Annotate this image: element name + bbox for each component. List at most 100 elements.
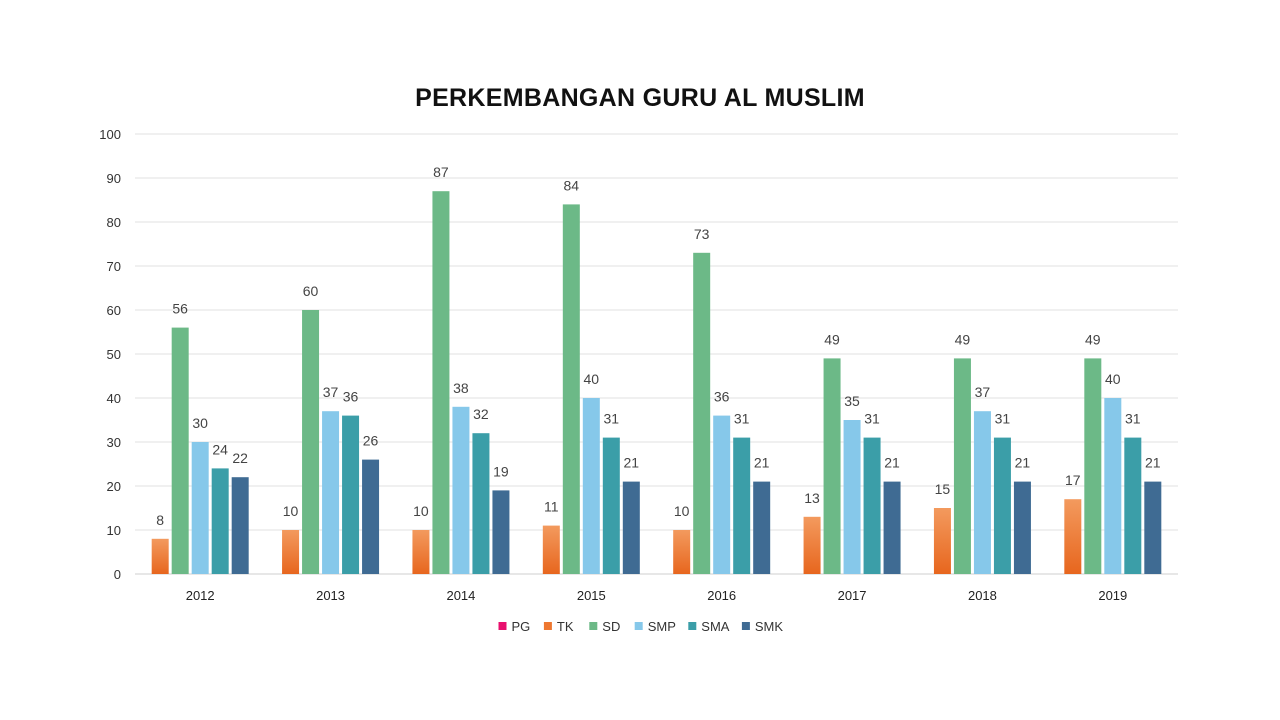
bar-smk-2017 xyxy=(883,481,901,574)
data-label-sma-2016: 31 xyxy=(734,411,750,427)
bar-smp-2016 xyxy=(713,415,731,574)
x-tick-label-2018: 2018 xyxy=(968,588,997,603)
data-label-smp-2012: 30 xyxy=(192,415,208,431)
bar-sd-2017 xyxy=(823,358,841,574)
bar-tk-2019 xyxy=(1064,499,1082,574)
bar-tk-2016 xyxy=(673,530,691,574)
bar-tk-2013 xyxy=(282,530,300,574)
data-label-smp-2017: 35 xyxy=(844,393,860,409)
x-tick-label-2013: 2013 xyxy=(316,588,345,603)
bar-tk-2017 xyxy=(803,516,821,574)
legend-swatch-smp xyxy=(634,622,643,630)
x-tick-label-2017: 2017 xyxy=(838,588,867,603)
data-label-sma-2018: 31 xyxy=(995,411,1011,427)
data-label-smk-2015: 21 xyxy=(624,455,640,471)
legend-label-tk: TK xyxy=(557,619,574,634)
bar-smk-2012 xyxy=(231,477,249,574)
data-label-sd-2012: 56 xyxy=(172,301,188,317)
bar-smp-2019 xyxy=(1104,398,1122,574)
data-label-tk-2016: 10 xyxy=(674,503,690,519)
data-label-tk-2018: 15 xyxy=(935,481,951,497)
data-label-tk-2017: 13 xyxy=(804,490,820,506)
legend-label-smp: SMP xyxy=(648,619,676,634)
y-tick-label-60: 60 xyxy=(107,303,121,318)
legend-label-smk: SMK xyxy=(755,619,784,634)
bar-sd-2019 xyxy=(1084,358,1102,574)
x-tick-label-2019: 2019 xyxy=(1098,588,1127,603)
data-label-tk-2012: 8 xyxy=(156,512,164,528)
data-label-smp-2016: 36 xyxy=(714,389,730,405)
data-label-smk-2013: 26 xyxy=(363,433,379,449)
bar-sma-2019 xyxy=(1124,437,1142,574)
data-label-smk-2019: 21 xyxy=(1145,455,1161,471)
y-tick-label-40: 40 xyxy=(107,391,121,406)
data-label-sd-2018: 49 xyxy=(955,331,971,347)
y-tick-label-80: 80 xyxy=(107,215,121,230)
data-label-sd-2013: 60 xyxy=(303,283,319,299)
legend-label-pg: PG xyxy=(512,619,531,634)
data-label-sma-2017: 31 xyxy=(864,411,880,427)
x-tick-label-2014: 2014 xyxy=(446,588,475,603)
data-label-sd-2015: 84 xyxy=(564,177,580,193)
bar-tk-2015 xyxy=(542,525,560,574)
data-label-sma-2013: 36 xyxy=(343,389,359,405)
legend-swatch-sd xyxy=(589,622,598,630)
bar-sd-2018 xyxy=(953,358,971,574)
bar-tk-2018 xyxy=(933,508,951,574)
bar-sd-2014 xyxy=(432,191,450,574)
data-label-smk-2012: 22 xyxy=(232,450,248,466)
legend-label-sma: SMA xyxy=(701,619,730,634)
data-label-smk-2018: 21 xyxy=(1015,455,1031,471)
bar-sma-2013 xyxy=(342,415,360,574)
data-label-tk-2014: 10 xyxy=(413,503,429,519)
bar-smp-2012 xyxy=(191,442,209,574)
data-label-tk-2015: 11 xyxy=(544,499,559,515)
data-label-sd-2016: 73 xyxy=(694,226,710,242)
data-label-tk-2013: 10 xyxy=(283,503,299,519)
bar-sd-2013 xyxy=(302,310,320,574)
data-label-smp-2015: 40 xyxy=(584,371,600,387)
bar-sma-2016 xyxy=(733,437,751,574)
data-label-smp-2014: 38 xyxy=(453,380,469,396)
y-tick-label-90: 90 xyxy=(107,171,121,186)
y-tick-label-20: 20 xyxy=(107,479,121,494)
data-label-sma-2014: 32 xyxy=(473,406,489,422)
data-label-smk-2016: 21 xyxy=(754,455,770,471)
legend-swatch-smk xyxy=(741,622,750,630)
bar-smp-2018 xyxy=(973,411,991,574)
legend-label-sd: SD xyxy=(602,619,620,634)
y-tick-label-70: 70 xyxy=(107,259,121,274)
x-tick-label-2016: 2016 xyxy=(707,588,736,603)
data-label-sma-2015: 31 xyxy=(604,411,620,427)
bar-sd-2012 xyxy=(171,327,189,574)
chart-title: PERKEMBANGAN GURU AL MUSLIM xyxy=(415,84,865,112)
bar-sma-2018 xyxy=(993,437,1011,574)
data-label-smk-2014: 19 xyxy=(493,463,509,479)
bar-sma-2015 xyxy=(602,437,620,574)
data-label-sd-2014: 87 xyxy=(433,164,449,180)
x-tick-label-2012: 2012 xyxy=(186,588,215,603)
data-label-smp-2013: 37 xyxy=(323,384,339,400)
data-label-smk-2017: 21 xyxy=(884,455,900,471)
data-label-sma-2019: 31 xyxy=(1125,411,1141,427)
bar-tk-2012 xyxy=(151,538,169,574)
bar-sd-2016 xyxy=(693,252,711,575)
y-tick-label-100: 100 xyxy=(99,127,121,142)
bar-smk-2018 xyxy=(1013,481,1031,574)
bar-smp-2014 xyxy=(452,406,470,574)
bar-sma-2017 xyxy=(863,437,881,574)
bar-smk-2016 xyxy=(753,481,771,574)
legend-swatch-sma xyxy=(688,622,697,630)
data-label-tk-2019: 17 xyxy=(1065,472,1081,488)
data-label-smp-2019: 40 xyxy=(1105,371,1121,387)
bar-sma-2014 xyxy=(472,433,490,574)
y-tick-label-0: 0 xyxy=(114,567,121,582)
bar-smk-2015 xyxy=(622,481,640,574)
data-label-sma-2012: 24 xyxy=(212,441,228,457)
y-tick-label-30: 30 xyxy=(107,435,121,450)
legend-swatch-tk xyxy=(543,622,552,630)
legend-swatch-pg xyxy=(498,622,507,630)
bar-sd-2015 xyxy=(562,204,580,574)
